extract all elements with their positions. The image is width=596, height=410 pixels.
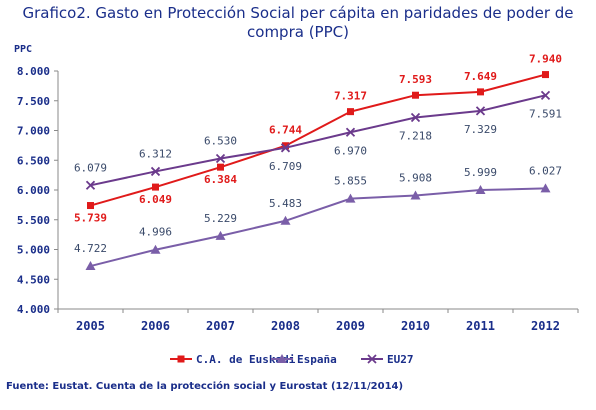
- chart-title-line-2: compra (PPC): [247, 23, 349, 41]
- data-point: [540, 183, 551, 193]
- x-tick-label: 2005: [76, 319, 105, 333]
- y-tick-label: 7.500: [17, 95, 50, 108]
- data-label: 7.329: [464, 123, 497, 136]
- data-point: [87, 202, 94, 210]
- y-tick-label: 5.500: [17, 214, 50, 227]
- data-label: 5.908: [399, 171, 432, 184]
- data-label: 7.218: [399, 130, 432, 143]
- data-point: [280, 143, 291, 153]
- legend-swatch-marker: [367, 354, 377, 364]
- data-point: [540, 90, 551, 100]
- data-label: 6.744: [269, 124, 302, 137]
- y-tick-label: 5.000: [17, 244, 50, 257]
- data-label: 6.384: [204, 173, 237, 186]
- chart-title-line-1: Grafico2. Gasto en Protección Social per…: [22, 4, 574, 22]
- data-point: [215, 153, 226, 164]
- data-label: 6.709: [269, 160, 302, 173]
- data-point: [85, 261, 96, 271]
- legend-label: EU27: [387, 353, 414, 366]
- x-tick-label: 2007: [206, 319, 235, 333]
- source-note: Fuente: Eustat. Cuenta de la protección …: [6, 381, 404, 392]
- data-point: [475, 185, 486, 195]
- data-label: 7.317: [334, 90, 367, 103]
- y-tick-label: 4.500: [17, 273, 50, 286]
- data-label: 5.483: [269, 197, 302, 210]
- data-label: 5.229: [204, 212, 237, 225]
- line-chart: 4.000 4.500 5.000 5.500 6.000 6.500 7.000 7.500…: [14, 44, 579, 366]
- data-label: 7.593: [399, 73, 432, 86]
- data-label: 6.049: [139, 193, 172, 206]
- data-point: [347, 108, 354, 116]
- x-tick-label: 2012: [531, 319, 560, 333]
- data-label: 6.530: [204, 134, 237, 147]
- y-tick-label: 4.000: [17, 303, 50, 316]
- data-point: [150, 244, 161, 254]
- series-line: [90, 187, 546, 268]
- y-axis-label: PPC: [14, 44, 32, 55]
- data-label: 6.312: [139, 147, 172, 160]
- data-label: 7.591: [529, 107, 562, 120]
- data-point: [410, 190, 421, 200]
- x-tick-label: 2006: [141, 319, 170, 333]
- data-label: 6.079: [74, 161, 107, 174]
- x-tick-label: 2011: [466, 319, 495, 333]
- data-point: [215, 230, 226, 240]
- legend-swatch-marker: [277, 354, 287, 363]
- data-point: [217, 163, 224, 171]
- data-label: 4.996: [139, 226, 172, 239]
- data-label: 4.722: [74, 242, 107, 255]
- x-tick-label: 2010: [401, 319, 430, 333]
- series-line: [90, 94, 546, 187]
- legend-label: C.A. de Euskadi: [196, 353, 296, 366]
- legend-swatch-marker: [177, 355, 185, 363]
- x-tick-label: 2009: [336, 319, 365, 333]
- x-tick-label: 2008: [271, 319, 300, 333]
- data-label: 7.940: [529, 53, 562, 66]
- data-point: [150, 166, 161, 177]
- data-point: [410, 112, 421, 123]
- data-point: [475, 106, 486, 116]
- y-tick-label: 8.000: [17, 65, 50, 78]
- data-label: 6.027: [529, 164, 562, 177]
- data-point: [345, 193, 356, 203]
- y-tick-label: 6.500: [17, 154, 50, 167]
- y-tick-label: 7.000: [17, 125, 50, 138]
- data-point: [282, 142, 289, 150]
- data-point: [152, 183, 159, 191]
- data-point: [477, 88, 484, 96]
- y-tick-label: 6.000: [17, 184, 50, 197]
- data-label: 5.739: [74, 212, 107, 225]
- data-label: 7.649: [464, 70, 497, 83]
- data-point: [542, 71, 549, 79]
- chart-title: Grafico2. Gasto en Protección Social per…: [0, 4, 596, 42]
- series-line: [90, 73, 546, 207]
- data-point: [412, 91, 419, 99]
- data-label: 5.999: [464, 166, 497, 179]
- data-label: 6.970: [334, 144, 367, 157]
- legend-label: España: [297, 353, 337, 366]
- data-point: [280, 215, 291, 225]
- data-label: 5.855: [334, 175, 367, 188]
- data-point: [85, 180, 96, 190]
- data-point: [345, 127, 356, 137]
